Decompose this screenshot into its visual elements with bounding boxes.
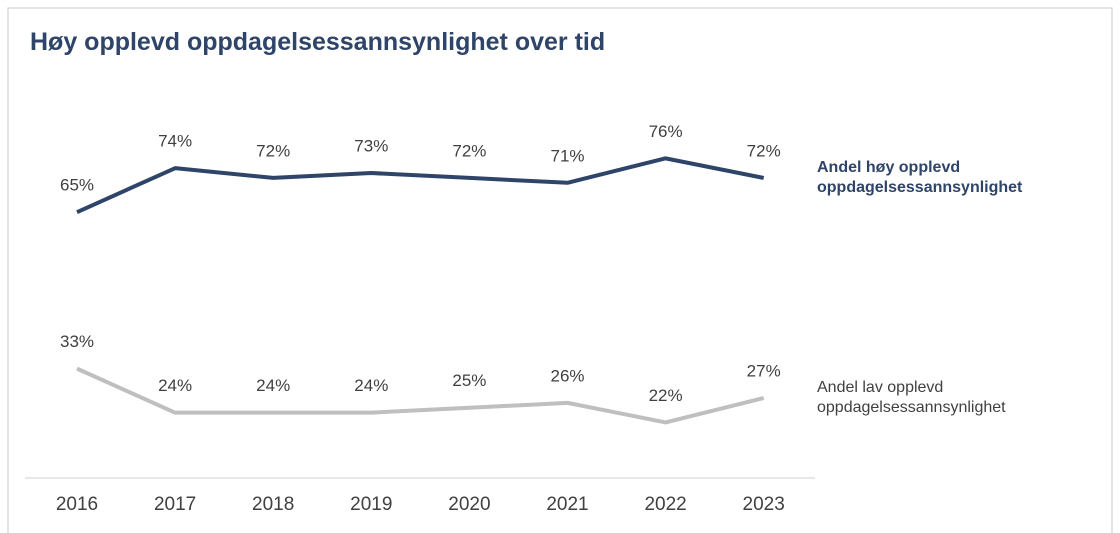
series-line [76,156,765,214]
x-tick-label: 2023 [743,494,785,515]
data-label: 71% [550,146,584,165]
x-tick-label: 2018 [252,494,294,515]
data-label: 26% [550,366,584,385]
data-label: 22% [649,386,683,405]
data-label: 24% [158,376,192,395]
x-tick-label: 2017 [154,494,196,515]
x-tick-label: 2022 [644,494,686,515]
series-line [76,366,765,425]
legend-label: Andel lav opplevd oppdagelsessannsynligh… [817,378,1006,416]
frame [7,7,1113,533]
legend-label: Andel høy opplevd oppdagelsessannsynligh… [817,158,1023,196]
data-label: 27% [747,361,781,380]
data-label: 72% [256,141,290,160]
x-tick-label: 2019 [350,494,392,515]
data-label: 33% [60,332,94,351]
data-label: 76% [649,122,683,141]
data-label: 24% [354,376,388,395]
x-tick-label: 2020 [448,494,490,515]
data-label: 24% [256,376,290,395]
x-tick-label: 2021 [546,494,588,515]
data-label: 72% [747,141,781,160]
data-label: 74% [158,132,192,151]
chart-title: Høy opplevd oppdagelsessannsynlighet ove… [30,28,606,56]
data-label: 25% [452,371,486,390]
data-label: 73% [354,137,388,156]
x-tick-label: 2016 [56,494,98,515]
data-label: 72% [452,141,486,160]
data-label: 65% [60,176,94,195]
